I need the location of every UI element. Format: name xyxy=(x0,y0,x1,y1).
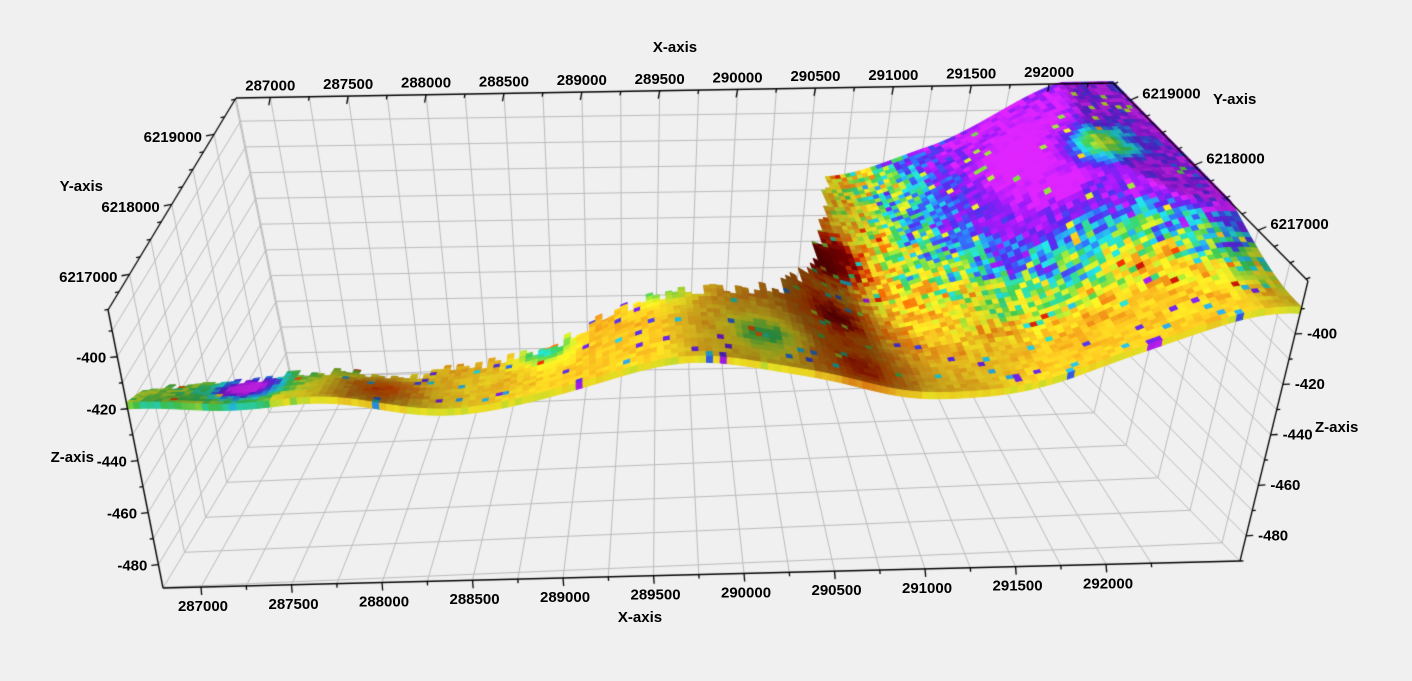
x-axis-title-top: X-axis xyxy=(653,39,697,56)
x-axis-top-tick-label: 289500 xyxy=(635,71,685,88)
x-axis-top-tick-label: 289000 xyxy=(557,72,607,89)
y-axis-title-right: Y-axis xyxy=(1213,91,1256,108)
x-axis-top-tick-label: 291500 xyxy=(946,65,996,82)
x-axis-bottom-tick-label: 290000 xyxy=(721,584,771,601)
x-axis-bottom-tick-label: 287000 xyxy=(178,598,228,615)
x-axis-top-tick-label: 290000 xyxy=(713,69,763,86)
z-axis-left-tick-label: -440 xyxy=(97,453,127,470)
z-axis-right-tick-label: -420 xyxy=(1295,376,1325,393)
x-axis-bottom-tick-label: 289000 xyxy=(540,589,590,606)
x-axis-bottom-tick-label: 291000 xyxy=(902,580,952,597)
z-axis-left-tick-label: -480 xyxy=(117,557,147,574)
z-axis-left-tick-label: -420 xyxy=(87,401,117,418)
z-axis-right-tick-label: -400 xyxy=(1307,326,1337,343)
x-axis-bottom-tick-label: 290500 xyxy=(812,582,862,599)
z-axis-title-left: Z-axis xyxy=(51,449,94,466)
z-axis-left-tick-label: -460 xyxy=(107,505,137,522)
y-axis-left-tick-label: 6217000 xyxy=(59,269,117,286)
x-axis-top-tick-label: 288500 xyxy=(479,73,529,90)
x-axis-bottom-tick-label: 288500 xyxy=(449,591,499,608)
x-axis-top-tick-label: 292000 xyxy=(1024,64,1074,81)
z-axis-right-tick-label: -460 xyxy=(1270,477,1300,494)
x-axis-title-bottom: X-axis xyxy=(618,609,662,626)
z-axis-right-tick-label: -480 xyxy=(1258,527,1288,544)
x-axis-top-tick-label: 287500 xyxy=(323,76,373,93)
z-axis-title-right: Z-axis xyxy=(1315,419,1358,436)
x-axis-top-tick-label: 290500 xyxy=(790,68,840,85)
x-axis-top-tick-label: 287000 xyxy=(245,77,295,94)
z-axis-right-tick-label: -440 xyxy=(1283,427,1313,444)
y-axis-right-tick-label: 6217000 xyxy=(1270,216,1328,233)
y-axis-left-tick-label: 6218000 xyxy=(101,199,159,216)
y-axis-right-tick-label: 6218000 xyxy=(1206,151,1264,168)
y-axis-right-tick-label: 6219000 xyxy=(1142,86,1200,103)
x-axis-bottom-tick-label: 292000 xyxy=(1083,575,1133,592)
x-axis-bottom-tick-label: 291500 xyxy=(993,578,1043,595)
x-axis-top-tick-label: 288000 xyxy=(401,75,451,92)
x-axis-bottom-tick-label: 289500 xyxy=(631,587,681,604)
x-axis-top-tick-label: 291000 xyxy=(868,67,918,84)
y-axis-title-left: Y-axis xyxy=(60,178,103,195)
y-axis-left-tick-label: 6219000 xyxy=(144,129,202,146)
x-axis-bottom-tick-label: 287500 xyxy=(268,596,318,613)
x-axis-bottom-tick-label: 288000 xyxy=(359,594,409,611)
z-axis-left-tick-label: -400 xyxy=(76,349,106,366)
